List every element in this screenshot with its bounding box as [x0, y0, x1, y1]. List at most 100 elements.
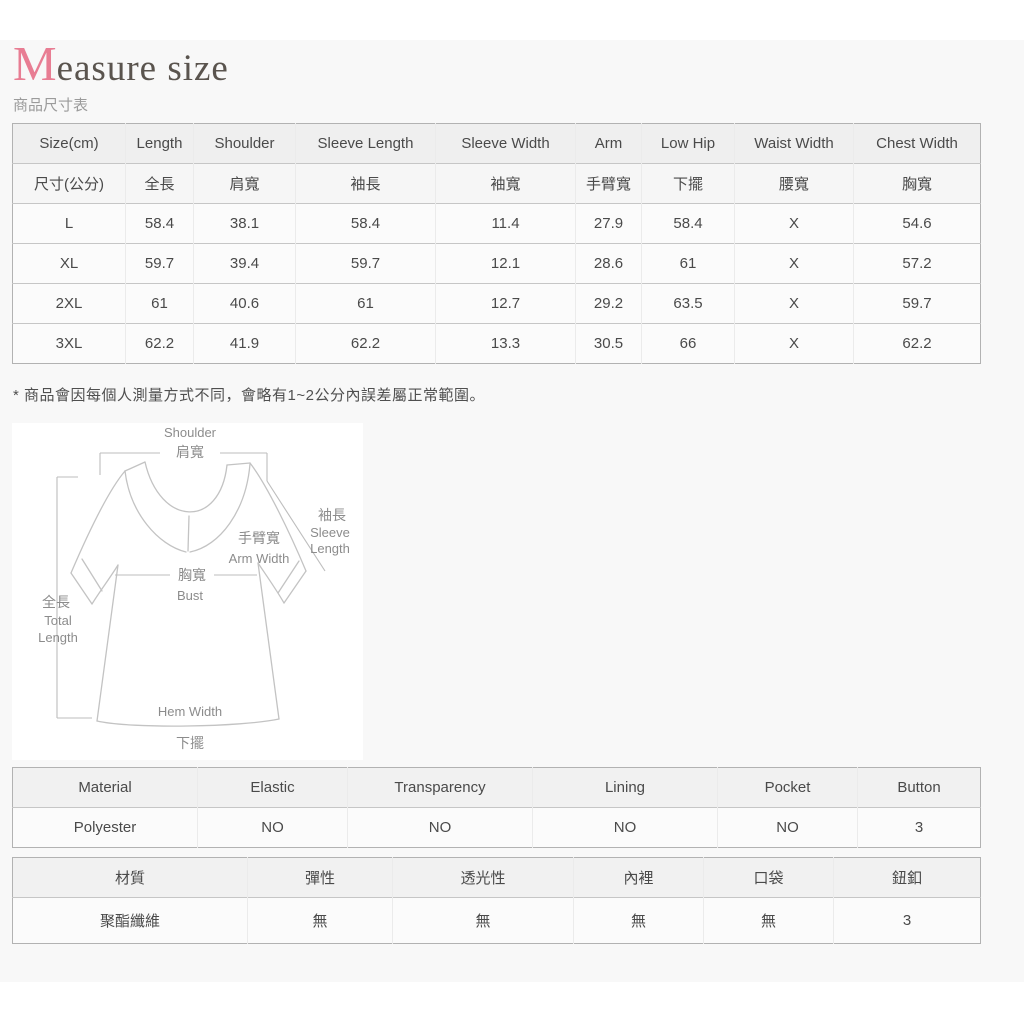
col-header-shoulder: Shoulder — [193, 123, 296, 164]
size-cell: 29.2 — [575, 283, 642, 324]
label-arm-zh: 手臂寬 — [238, 530, 280, 546]
col-header-pocket: Pocket — [717, 767, 858, 808]
size-cell: 62.2 — [853, 323, 981, 364]
size-cell: 58.4 — [295, 203, 436, 244]
material-table-zh: 材質 彈性 透光性 內裡 口袋 鈕釦 聚酯纖維 無 無 無 無 3 — [12, 857, 981, 944]
col-header-sleeve-length-zh: 袖長 — [295, 163, 436, 204]
size-cell: 59.7 — [853, 283, 981, 324]
material-value-row-en: Polyester NO NO NO NO 3 — [12, 807, 981, 848]
material-cell: 3 — [833, 897, 981, 944]
size-cell: 27.9 — [575, 203, 642, 244]
material-table-en: Material Elastic Transparency Lining Poc… — [12, 767, 981, 848]
material-cell: NO — [717, 807, 858, 848]
col-header-material: Material — [78, 779, 132, 796]
shirt-outline — [70, 461, 307, 727]
col-header-sleeve-length: Sleeve Length — [295, 123, 436, 164]
col-header-button-zh: 鈕釦 — [833, 857, 981, 898]
size-cell: 66 — [641, 323, 735, 364]
material-cell: 無 — [703, 897, 834, 944]
size-cell: 12.1 — [435, 243, 576, 284]
size-cell: X — [734, 203, 854, 244]
size-cell: XL — [59, 255, 79, 272]
size-cell: 30.5 — [575, 323, 642, 364]
size-cell: 38.1 — [193, 203, 296, 244]
size-header-row-en: Size(cm) Length Shoulder Sleeve Length S… — [12, 123, 981, 164]
shirt-measure-diagram: Shoulder 肩寬 袖長 Sleeve Length 手臂寬 Arm Wid… — [12, 423, 363, 760]
title-initial: M — [13, 36, 57, 91]
material-header-row-en: Material Elastic Transparency Lining Poc… — [12, 767, 981, 808]
col-header-low-hip: Low Hip — [641, 123, 735, 164]
material-cell: 無 — [247, 897, 393, 944]
col-header-length: Length — [125, 123, 194, 164]
size-cell: X — [734, 243, 854, 284]
label-bust-en: Bust — [177, 588, 203, 603]
label-hem-en: Hem Width — [158, 704, 222, 719]
size-cell: 62.2 — [125, 323, 194, 364]
label-length-en-2: Length — [38, 630, 78, 645]
col-header-length-zh: 全長 — [125, 163, 194, 204]
material-cell: 3 — [857, 807, 981, 848]
page-subtitle: 商品尺寸表 — [13, 97, 89, 114]
page-title: Measure size — [13, 38, 229, 102]
label-sleeve-zh: 袖長 — [318, 507, 346, 523]
size-cell: 61 — [125, 283, 194, 324]
size-cell: 39.4 — [193, 243, 296, 284]
size-cell: 61 — [641, 243, 735, 284]
material-cell: 無 — [392, 897, 574, 944]
col-header-size-zh: 尺寸(公分) — [34, 176, 104, 193]
col-header-arm: Arm — [575, 123, 642, 164]
col-header-waist-width-zh: 腰寬 — [734, 163, 854, 204]
size-cell: 59.7 — [295, 243, 436, 284]
label-bust-zh: 胸寬 — [178, 567, 206, 583]
size-cell: 54.6 — [853, 203, 981, 244]
col-header-button: Button — [857, 767, 981, 808]
size-cell: 62.2 — [295, 323, 436, 364]
label-hem-zh: 下擺 — [176, 735, 204, 751]
size-header-row-zh: 尺寸(公分) 全長 肩寬 袖長 袖寬 手臂寬 下擺 腰寬 胸寬 — [12, 163, 981, 204]
col-header-sleeve-width-zh: 袖寬 — [435, 163, 576, 204]
col-header-pocket-zh: 口袋 — [703, 857, 834, 898]
col-header-size: Size(cm) — [39, 135, 99, 152]
col-header-elastic-zh: 彈性 — [247, 857, 393, 898]
size-cell: X — [734, 323, 854, 364]
shirt-diagram-svg: Shoulder 肩寬 袖長 Sleeve Length 手臂寬 Arm Wid… — [38, 425, 350, 751]
size-cell: 28.6 — [575, 243, 642, 284]
size-cell: 12.7 — [435, 283, 576, 324]
measure-lines — [56, 452, 326, 719]
col-header-low-hip-zh: 下擺 — [641, 163, 735, 204]
material-cell: 無 — [573, 897, 704, 944]
size-cell: 59.7 — [125, 243, 194, 284]
col-header-arm-zh: 手臂寬 — [575, 163, 642, 204]
material-cell: Polyester — [73, 819, 137, 836]
label-length-en-1: Total — [44, 613, 72, 628]
col-header-lining: Lining — [532, 767, 718, 808]
material-cell: NO — [197, 807, 348, 848]
col-header-transparency: Transparency — [347, 767, 533, 808]
size-cell: 3XL — [55, 335, 83, 352]
col-header-waist-width: Waist Width — [734, 123, 854, 164]
size-cell: 2XL — [55, 295, 83, 312]
label-arm-en: Arm Width — [229, 551, 290, 566]
size-cell: L — [64, 215, 74, 232]
size-row-l: L 58.4 38.1 58.4 11.4 27.9 58.4 X 54.6 — [12, 203, 981, 244]
size-cell: 58.4 — [125, 203, 194, 244]
label-shoulder-en: Shoulder — [164, 425, 217, 440]
size-cell: 11.4 — [435, 203, 576, 244]
label-length-zh: 全長 — [42, 594, 70, 610]
material-cell: NO — [532, 807, 718, 848]
title-rest: easure size — [56, 48, 229, 89]
size-table: Size(cm) Length Shoulder Sleeve Length S… — [12, 123, 981, 364]
size-cell: 61 — [295, 283, 436, 324]
label-shoulder-zh: 肩寬 — [176, 444, 204, 460]
size-row-xl: XL 59.7 39.4 59.7 12.1 28.6 61 X 57.2 — [12, 243, 981, 284]
size-cell: 57.2 — [853, 243, 981, 284]
size-cell: 40.6 — [193, 283, 296, 324]
material-cell: NO — [347, 807, 533, 848]
col-header-chest-width: Chest Width — [853, 123, 981, 164]
measurement-note: * 商品會因每個人測量方式不同，會略有1~2公分內誤差屬正常範圍。 — [13, 387, 485, 404]
col-header-elastic: Elastic — [197, 767, 348, 808]
col-header-lining-zh: 內裡 — [573, 857, 704, 898]
material-cell: 聚酯纖維 — [99, 913, 160, 930]
size-cell: 58.4 — [641, 203, 735, 244]
material-header-row-zh: 材質 彈性 透光性 內裡 口袋 鈕釦 — [12, 857, 981, 898]
